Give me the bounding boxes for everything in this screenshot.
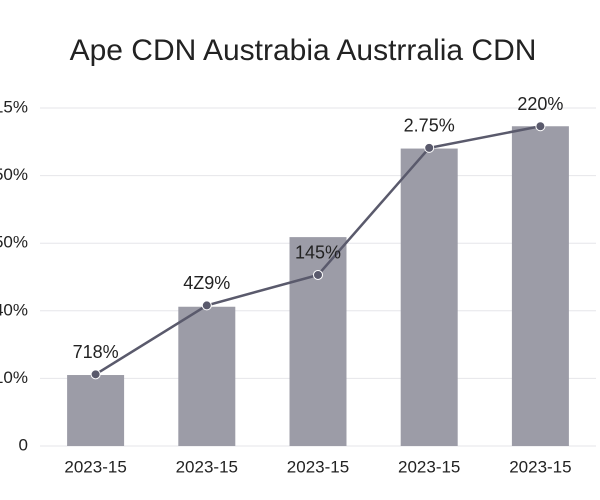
- data-label: 220%: [517, 94, 563, 114]
- y-tick-label: 50%: [0, 233, 28, 252]
- bar: [178, 306, 236, 446]
- y-tick-label: 0: [19, 435, 28, 454]
- y-tick-label: 10%: [0, 368, 28, 387]
- bar: [511, 126, 569, 446]
- data-label: 2.75%: [404, 116, 455, 136]
- bar: [400, 148, 458, 446]
- data-label: 718%: [73, 342, 119, 362]
- y-tick-label: 40%: [0, 300, 28, 319]
- line-point: [313, 269, 323, 280]
- data-label: 4Z9%: [183, 273, 230, 293]
- chart-title: Ape CDN Austrabia Austrralia CDN: [70, 34, 537, 67]
- y-tick-label: 50%: [0, 165, 28, 184]
- line-point: [201, 300, 212, 311]
- bar: [67, 375, 125, 446]
- line-point: [535, 121, 546, 132]
- bar: [289, 237, 347, 446]
- line-point: [424, 142, 435, 153]
- x-tick-label: 2023-15: [509, 457, 571, 476]
- x-tick-label: 2023-15: [64, 457, 126, 476]
- x-tick-label: 2023-15: [176, 457, 238, 476]
- x-tick-label: 2023-15: [398, 457, 460, 476]
- y-tick-label: 15%: [0, 97, 28, 116]
- line-point: [90, 369, 101, 380]
- data-label: 145%: [295, 243, 341, 263]
- x-tick-label: 2023-15: [287, 457, 349, 476]
